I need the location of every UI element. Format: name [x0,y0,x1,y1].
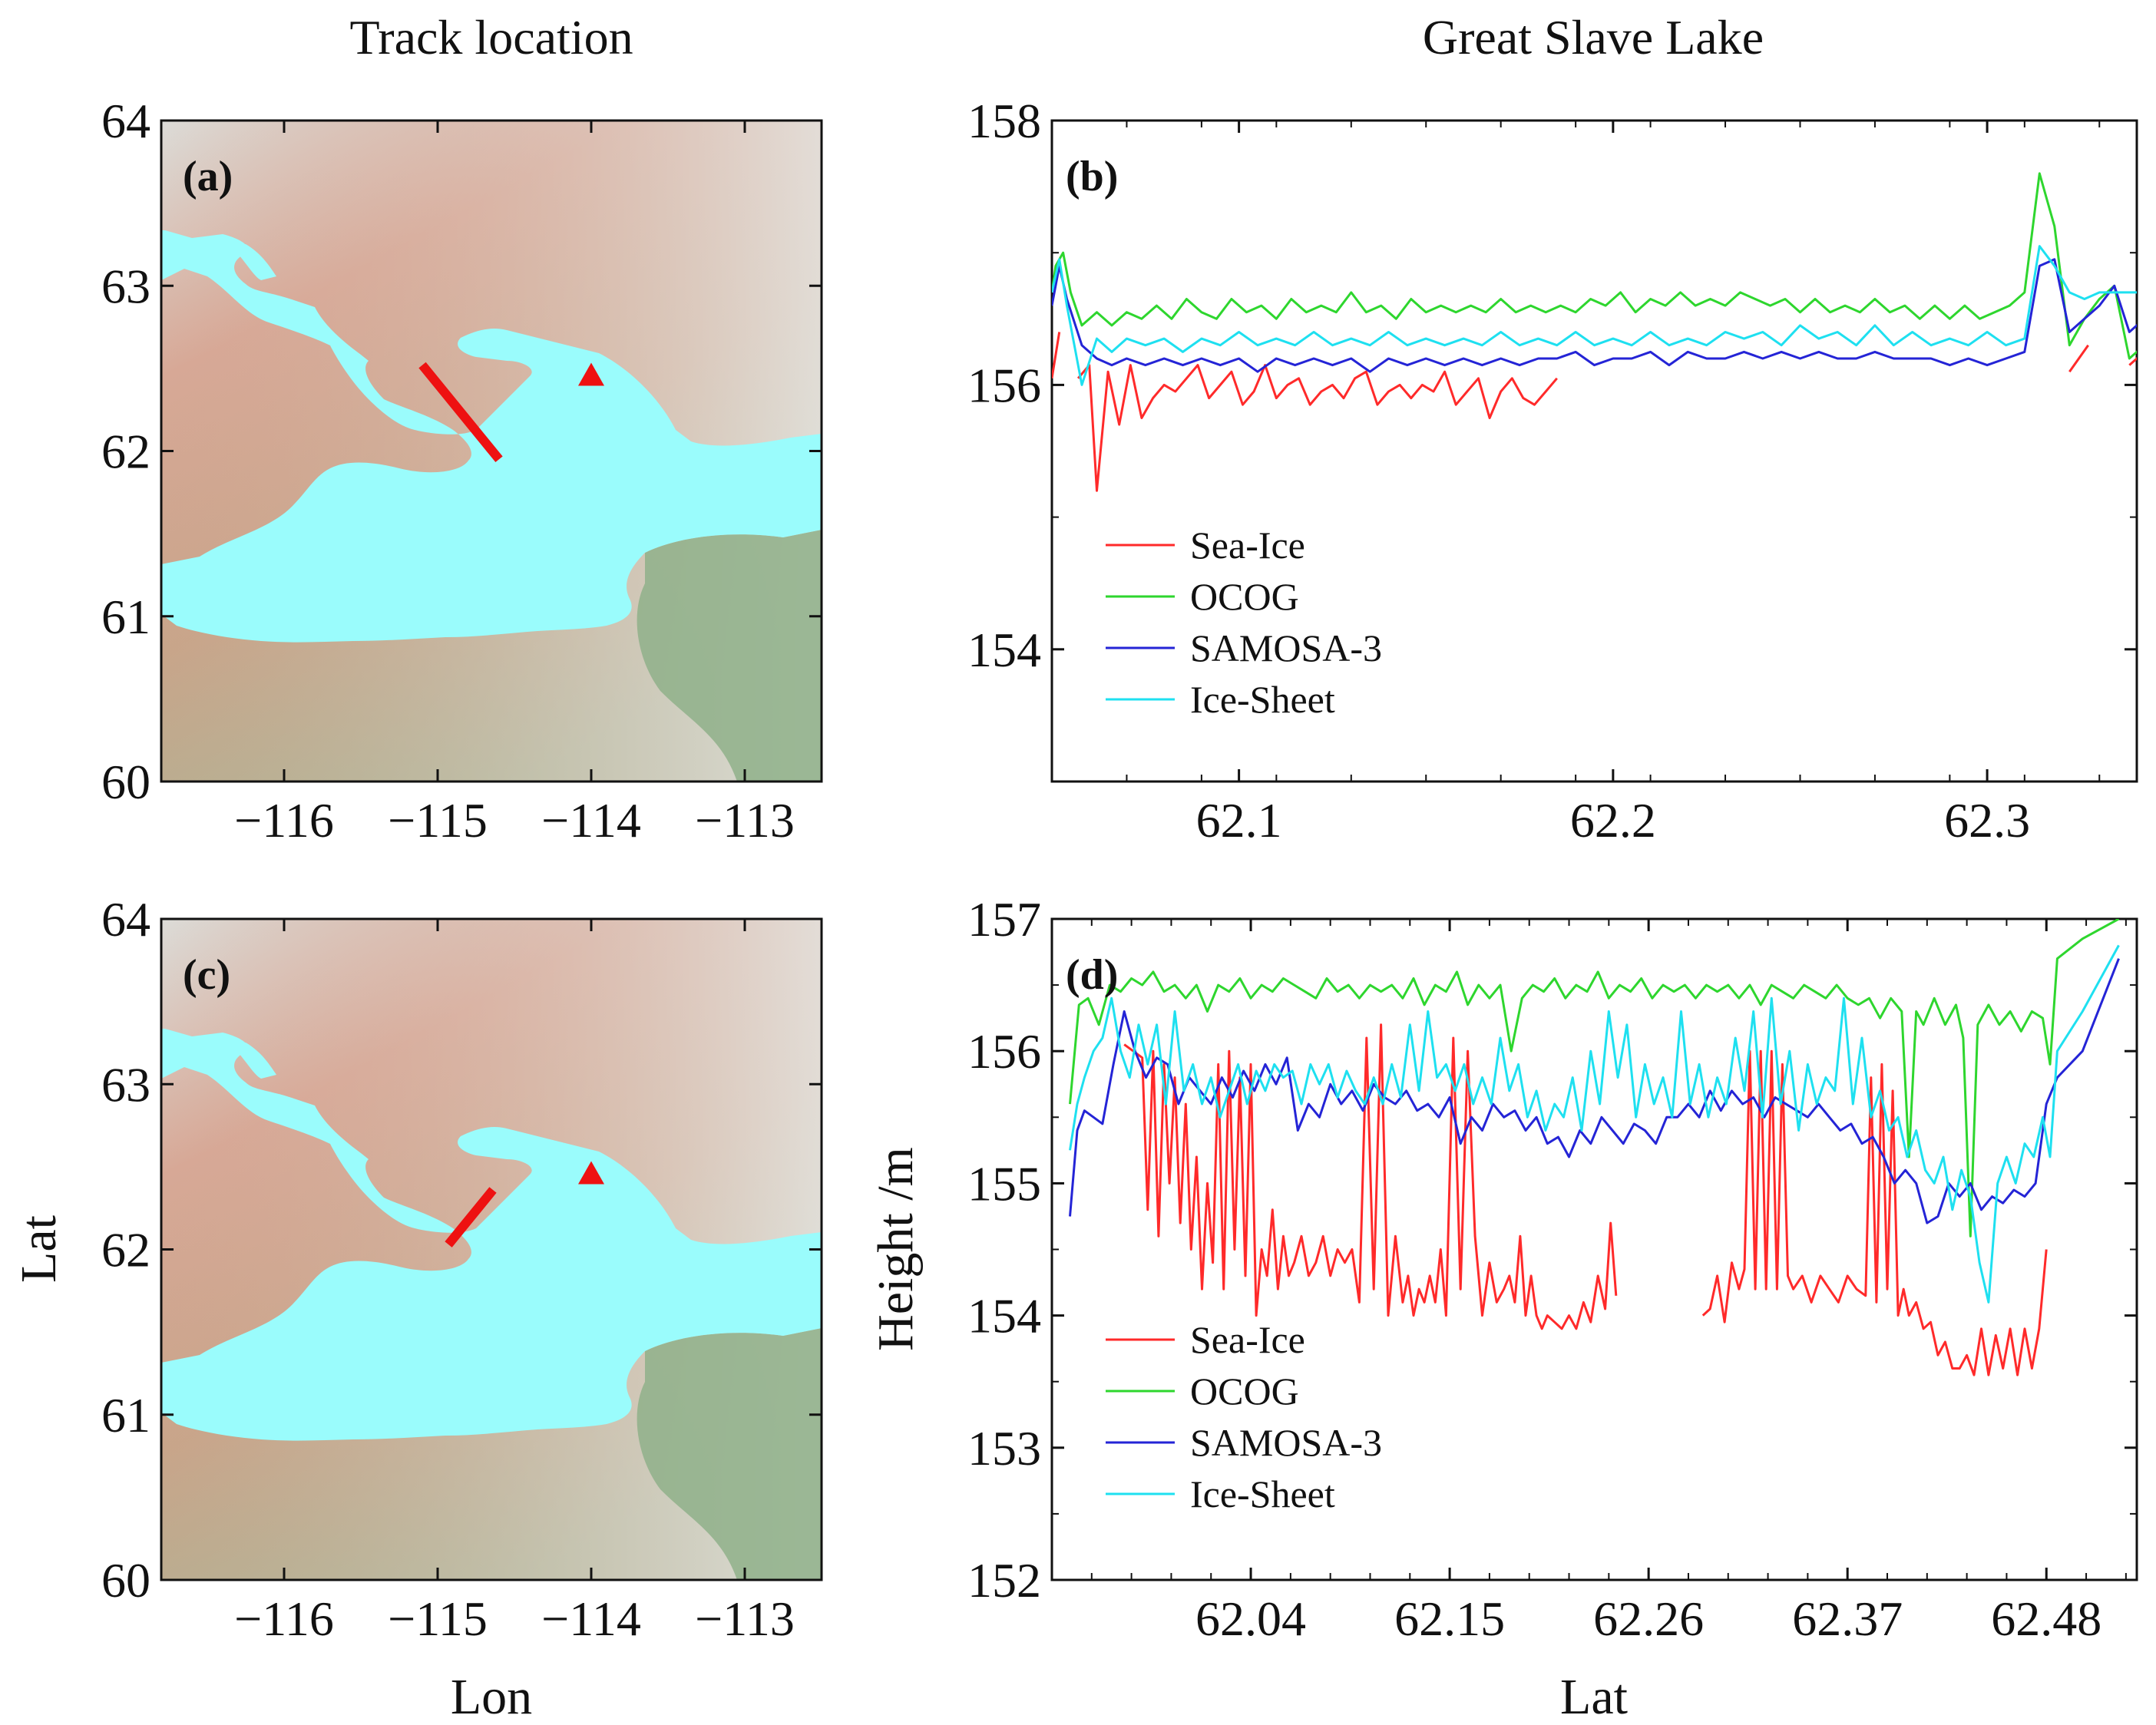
legend-label: OCOG [1190,1370,1299,1413]
col-title-track-location: Track location [349,10,633,64]
series-line-ice-sheet [1052,245,2137,386]
lake-shape-a [161,230,822,643]
series-line-samosa-3 [1052,258,2137,373]
series-line-sea-ice [1701,1049,2048,1376]
track-line-a [418,362,503,463]
panel-label-d: (d) [1066,951,1118,999]
x-tick-label: 62.37 [1792,1591,1903,1646]
legend-label: Sea-Ice [1190,524,1305,567]
y-axis-label-c: Lat [11,1215,67,1283]
x-tick-label: 62.48 [1991,1591,2101,1646]
series-line-ocog [1069,919,2120,1238]
series-line-ocog [1052,172,2137,360]
x-tick-label: 62.1 [1196,793,1282,848]
station-triangle-c [578,1161,604,1185]
panel-c-ticks: −116 −115 −114 −113 60 61 62 63 64 [101,892,822,1646]
y-tick-label: 156 [967,358,1041,412]
legend-label: SAMOSA-3 [1190,626,1382,669]
y-tick-label: 61 [101,590,150,644]
x-tick-label: −113 [695,1591,795,1646]
panel-d-ticks: 62.04 62.15 62.26 62.37 62.48 152 153 154 155 156… [967,892,2137,1646]
x-tick-label: −116 [234,1591,334,1646]
legend-label: Ice-Sheet [1190,678,1335,721]
y-tick-label: 156 [967,1024,1041,1079]
panel-label-b: (b) [1066,153,1118,200]
x-tick-label: −115 [388,1591,488,1646]
panel-b-series [1052,172,2137,492]
x-tick-label: 62.26 [1593,1591,1704,1646]
y-tick-label: 63 [101,1057,150,1112]
y-tick-label: 60 [101,1553,150,1608]
x-tick-label: 62.15 [1394,1591,1505,1646]
series-line-sea-ice [2068,344,2089,373]
panel-b-legend: Sea-Ice OCOG SAMOSA-3 Ice-Sheet [1106,524,1382,721]
x-axis-label-c: Lon [451,1669,532,1725]
legend-label: OCOG [1190,575,1299,618]
col-title-great-slave-lake: Great Slave Lake [1423,10,1764,64]
panel-label-c: (c) [183,951,230,999]
y-tick-label: 62 [101,425,150,479]
series-line-sea-ice [2128,356,2137,366]
x-tick-label: 62.2 [1570,793,1656,848]
panel-label-a: (a) [183,153,233,200]
y-tick-label: 152 [967,1553,1041,1608]
y-tick-label: 64 [101,892,150,947]
x-axis-label-d: Lat [1560,1669,1628,1725]
legend-label: Ice-Sheet [1190,1472,1335,1515]
y-tick-label: 158 [967,94,1041,148]
x-tick-label: −113 [695,793,795,848]
x-tick-label: 62.04 [1195,1591,1306,1646]
x-tick-label: 62.3 [1944,793,2030,848]
series-line-ice-sheet [1069,944,2120,1304]
panel-a-map: −116 −115 −114 −113 60 61 62 63 64 (a) [101,94,823,848]
panel-a-ticks: −116 −115 −114 −113 60 61 62 63 64 [101,94,822,848]
lake-shape-c [161,1029,822,1441]
y-tick-label: 60 [101,755,150,809]
y-tick-label: 154 [967,1289,1041,1343]
panel-c-map-image [161,919,822,1580]
legend-label: SAMOSA-3 [1190,1421,1382,1464]
panel-d-series [1069,919,2120,1376]
track-line-c [445,1187,497,1247]
y-tick-label: 63 [101,259,150,313]
y-tick-label: 155 [967,1156,1041,1211]
station-triangle-a [578,362,604,386]
panel-b-chart: 62.1 62.2 62.3 154 156 158 (b) Sea-Ice OCOG SAM… [967,94,2138,848]
panel-b-ticks: 62.1 62.2 62.3 154 156 158 [967,94,2137,848]
x-tick-label: −116 [234,793,334,848]
x-tick-label: −115 [388,793,488,848]
panel-d-chart: 62.04 62.15 62.26 62.37 62.48 152 153 154 155 156… [868,892,2138,1725]
x-tick-label: −114 [541,793,641,848]
x-tick-label: −114 [541,1591,641,1646]
series-line-sea-ice [1052,332,1061,379]
y-tick-label: 61 [101,1388,150,1442]
legend-label: Sea-Ice [1190,1318,1305,1361]
panel-c-map: −116 −115 −114 −113 60 61 62 63 64 (c) Lon Lat [11,892,823,1725]
y-tick-label: 157 [967,892,1041,947]
series-line-sea-ice [1123,1023,1618,1330]
y-axis-label-d: Height /m [868,1147,924,1351]
y-tick-label: 154 [967,623,1041,677]
y-tick-label: 64 [101,94,150,148]
y-tick-label: 153 [967,1421,1041,1476]
y-tick-label: 62 [101,1223,150,1277]
series-line-sea-ice [1076,364,1558,492]
panel-d-legend: Sea-Ice OCOG SAMOSA-3 Ice-Sheet [1106,1318,1382,1515]
